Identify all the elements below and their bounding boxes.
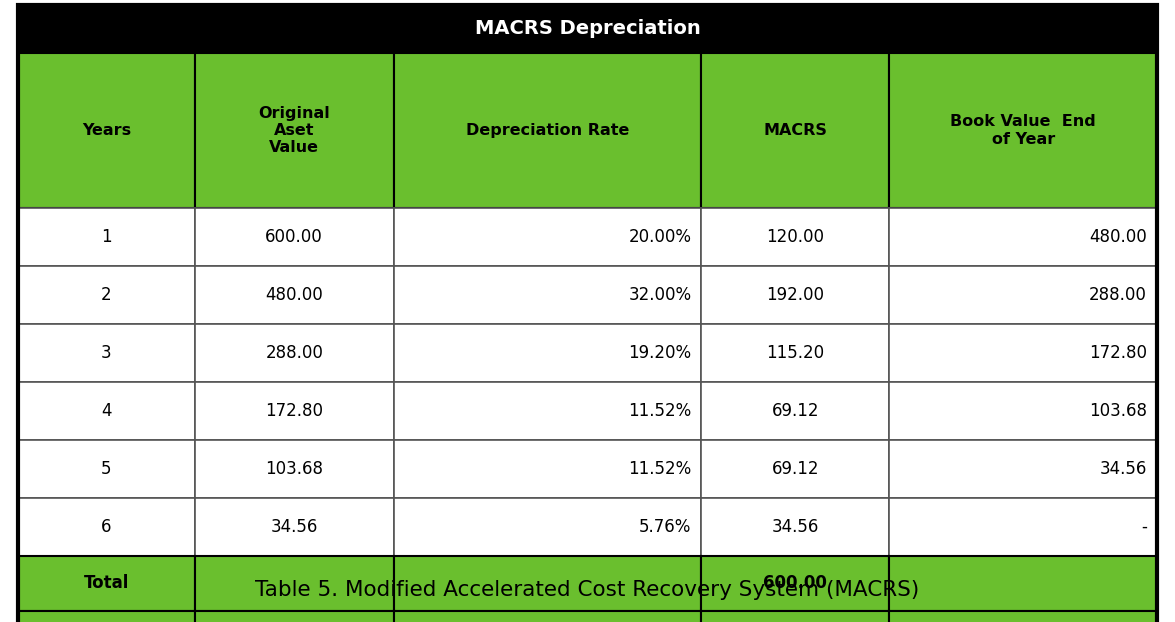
Text: 3: 3: [101, 344, 112, 362]
Bar: [394, 556, 701, 611]
Bar: [701, 498, 889, 556]
Bar: [195, 556, 394, 611]
Bar: [18, 324, 195, 382]
Bar: [195, 208, 394, 266]
Bar: [889, 611, 1157, 622]
Text: 6: 6: [101, 518, 112, 536]
Text: Depreciation Rate: Depreciation Rate: [466, 123, 630, 138]
Bar: [394, 324, 701, 382]
Bar: [701, 208, 889, 266]
Bar: [18, 5, 1157, 53]
Bar: [394, 498, 701, 556]
Text: 480.00: 480.00: [1089, 228, 1147, 246]
Text: 19.20%: 19.20%: [629, 344, 691, 362]
Bar: [195, 498, 394, 556]
Text: 11.52%: 11.52%: [629, 402, 691, 420]
Text: 600.00: 600.00: [266, 228, 323, 246]
Bar: [18, 611, 195, 622]
Bar: [701, 266, 889, 324]
Bar: [701, 440, 889, 498]
Bar: [701, 324, 889, 382]
Bar: [18, 498, 195, 556]
Text: Years: Years: [82, 123, 130, 138]
Bar: [889, 382, 1157, 440]
Bar: [195, 324, 394, 382]
Bar: [195, 53, 394, 208]
Bar: [195, 440, 394, 498]
Text: 69.12: 69.12: [772, 460, 819, 478]
Bar: [195, 266, 394, 324]
Text: 34.56: 34.56: [772, 518, 819, 536]
Bar: [394, 53, 701, 208]
Text: 69.12: 69.12: [772, 402, 819, 420]
Bar: [18, 208, 195, 266]
Text: 11.52%: 11.52%: [629, 460, 691, 478]
Text: 288.00: 288.00: [1089, 286, 1147, 304]
Bar: [889, 208, 1157, 266]
Text: 32.00%: 32.00%: [629, 286, 691, 304]
Text: 5.76%: 5.76%: [639, 518, 691, 536]
Bar: [889, 324, 1157, 382]
Text: 600.00: 600.00: [764, 575, 827, 593]
Text: 288.00: 288.00: [266, 344, 323, 362]
Bar: [18, 440, 195, 498]
Text: MACRS Depreciation: MACRS Depreciation: [475, 19, 700, 39]
Text: 34.56: 34.56: [1100, 460, 1147, 478]
Bar: [18, 556, 195, 611]
Text: MACRS: MACRS: [764, 123, 827, 138]
Text: 172.80: 172.80: [1089, 344, 1147, 362]
Bar: [195, 611, 394, 622]
Text: 172.80: 172.80: [266, 402, 323, 420]
Bar: [394, 382, 701, 440]
Bar: [889, 440, 1157, 498]
Bar: [701, 53, 889, 208]
Text: -: -: [1141, 518, 1147, 536]
Bar: [394, 440, 701, 498]
Bar: [889, 266, 1157, 324]
Text: Total: Total: [83, 575, 129, 593]
Text: 5: 5: [101, 460, 112, 478]
Bar: [701, 611, 889, 622]
Text: Original
Aset
Value: Original Aset Value: [258, 106, 330, 156]
Bar: [195, 382, 394, 440]
Text: 192.00: 192.00: [766, 286, 825, 304]
Bar: [18, 382, 195, 440]
Text: 34.56: 34.56: [270, 518, 318, 536]
Bar: [394, 611, 701, 622]
Text: 1: 1: [101, 228, 112, 246]
Text: 120.00: 120.00: [766, 228, 825, 246]
Bar: [394, 208, 701, 266]
Bar: [889, 498, 1157, 556]
Text: 103.68: 103.68: [1089, 402, 1147, 420]
Bar: [889, 556, 1157, 611]
Text: 20.00%: 20.00%: [629, 228, 691, 246]
Bar: [18, 53, 195, 208]
Bar: [18, 266, 195, 324]
Bar: [394, 266, 701, 324]
Text: 103.68: 103.68: [266, 460, 323, 478]
Text: 4: 4: [101, 402, 112, 420]
Text: Table 5. Modified Accelerated Cost Recovery System (MACRS): Table 5. Modified Accelerated Cost Recov…: [255, 580, 920, 600]
Text: 480.00: 480.00: [266, 286, 323, 304]
Bar: [889, 53, 1157, 208]
Text: Book Value  End
of Year: Book Value End of Year: [951, 114, 1096, 147]
Bar: [701, 556, 889, 611]
Text: 2: 2: [101, 286, 112, 304]
Bar: [701, 382, 889, 440]
Text: 115.20: 115.20: [766, 344, 825, 362]
